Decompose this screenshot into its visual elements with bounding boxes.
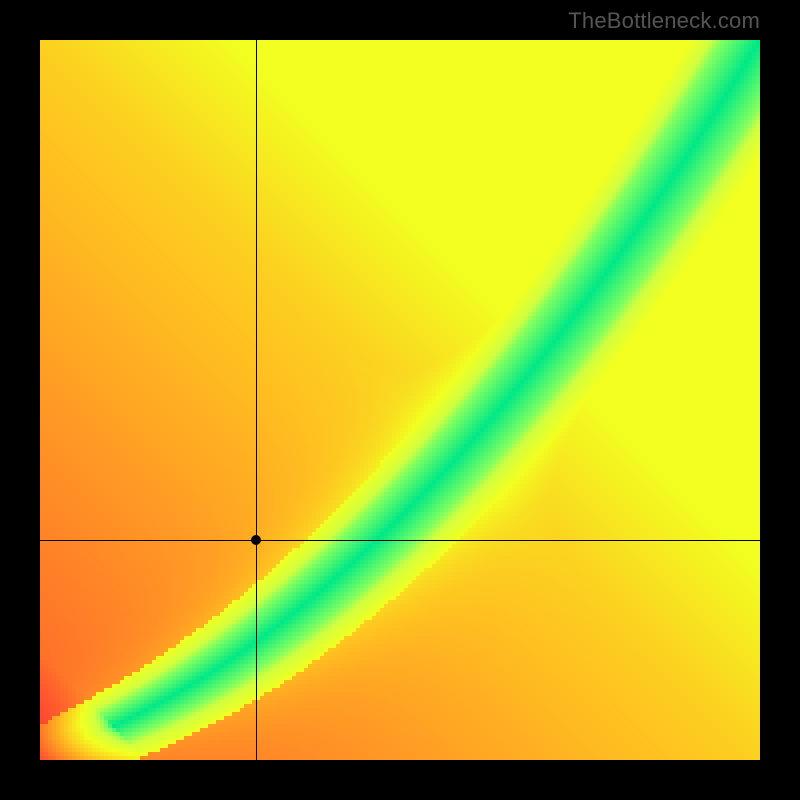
bottleneck-heatmap bbox=[40, 40, 760, 760]
crosshair-horizontal-line bbox=[40, 540, 760, 541]
crosshair-vertical-line bbox=[256, 40, 257, 760]
watermark-text: TheBottleneck.com bbox=[568, 8, 760, 34]
crosshair-marker bbox=[251, 535, 261, 545]
